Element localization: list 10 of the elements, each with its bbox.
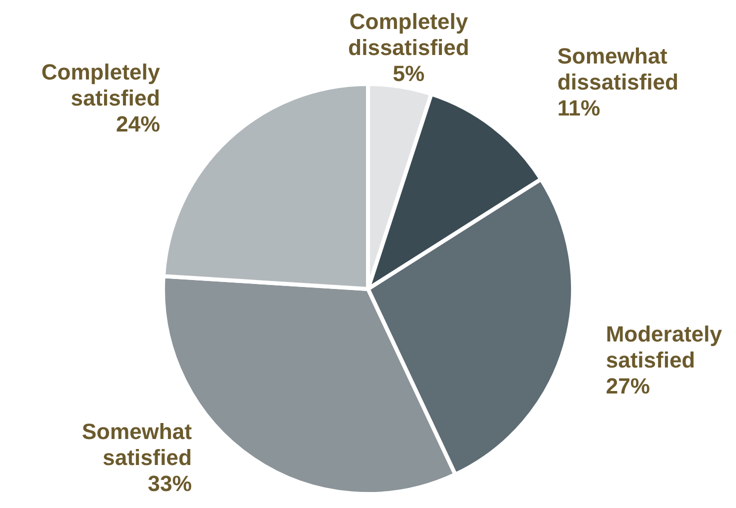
- data-label: 33%: [148, 471, 192, 496]
- data-label: 27%: [606, 374, 650, 399]
- slice-label: Moderately satisfied: [606, 322, 723, 373]
- data-label: 5%: [392, 61, 425, 86]
- data-label: 11%: [557, 96, 600, 121]
- slice-label: Somewhat dissatisfied: [557, 44, 678, 95]
- data-label: 24%: [116, 112, 160, 137]
- slice-label: Completely dissatisfied: [348, 9, 470, 60]
- slice-label: Completely satisfied: [41, 60, 161, 111]
- slice-label: Somewhat satisfied: [82, 419, 193, 470]
